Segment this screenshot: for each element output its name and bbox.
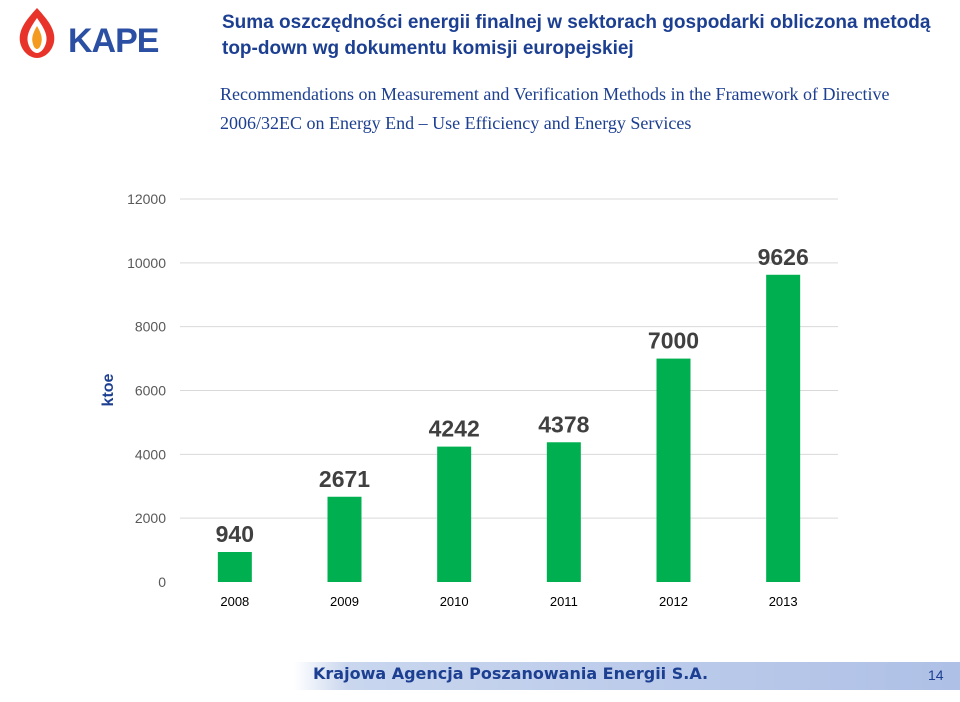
bar	[766, 274, 801, 582]
bar	[327, 496, 362, 582]
x-tick-label: 2009	[330, 594, 359, 609]
bar	[546, 442, 581, 582]
data-label: 7000	[648, 328, 699, 354]
footer-bar	[294, 662, 960, 690]
y-tick-label: 8000	[135, 319, 166, 335]
page-number: 14	[928, 667, 944, 683]
data-label: 4378	[538, 411, 589, 437]
data-label: 940	[216, 521, 254, 547]
page-subtitle: Recommendations on Measurement and Verif…	[220, 84, 890, 133]
y-tick-label: 2000	[135, 510, 166, 526]
x-tick-label: 2010	[440, 594, 469, 609]
x-tick-label: 2011	[550, 594, 578, 609]
data-label: 2671	[319, 466, 370, 492]
x-tick-label: 2012	[659, 594, 688, 609]
data-label: 4242	[429, 416, 480, 442]
y-tick-label: 0	[158, 574, 166, 590]
bar-chart: 0 2000 4000 6000 8000 10000 12000 ktoe 940 2008 26…	[100, 191, 838, 609]
bar	[217, 551, 252, 582]
data-label: 9626	[758, 244, 809, 270]
y-tick-label: 4000	[135, 446, 166, 462]
y-tick-label: 6000	[135, 383, 166, 399]
y-axis-label: ktoe	[100, 373, 117, 406]
x-tick-label: 2008	[220, 594, 249, 609]
kape-logo: KAPE	[8, 4, 159, 64]
logo-text: KAPE	[68, 22, 159, 60]
bar	[437, 446, 472, 582]
x-tick-label: 2013	[769, 594, 798, 609]
y-tick-label: 12000	[127, 191, 166, 207]
footer-organization: Krajowa Agencja Poszanowania Energii S.A…	[313, 664, 709, 683]
y-tick-label: 10000	[127, 255, 166, 271]
flame-logo-icon	[19, 8, 55, 58]
page-title: Suma oszczędności energii finalnej w sek…	[222, 12, 931, 59]
bar	[656, 358, 691, 582]
